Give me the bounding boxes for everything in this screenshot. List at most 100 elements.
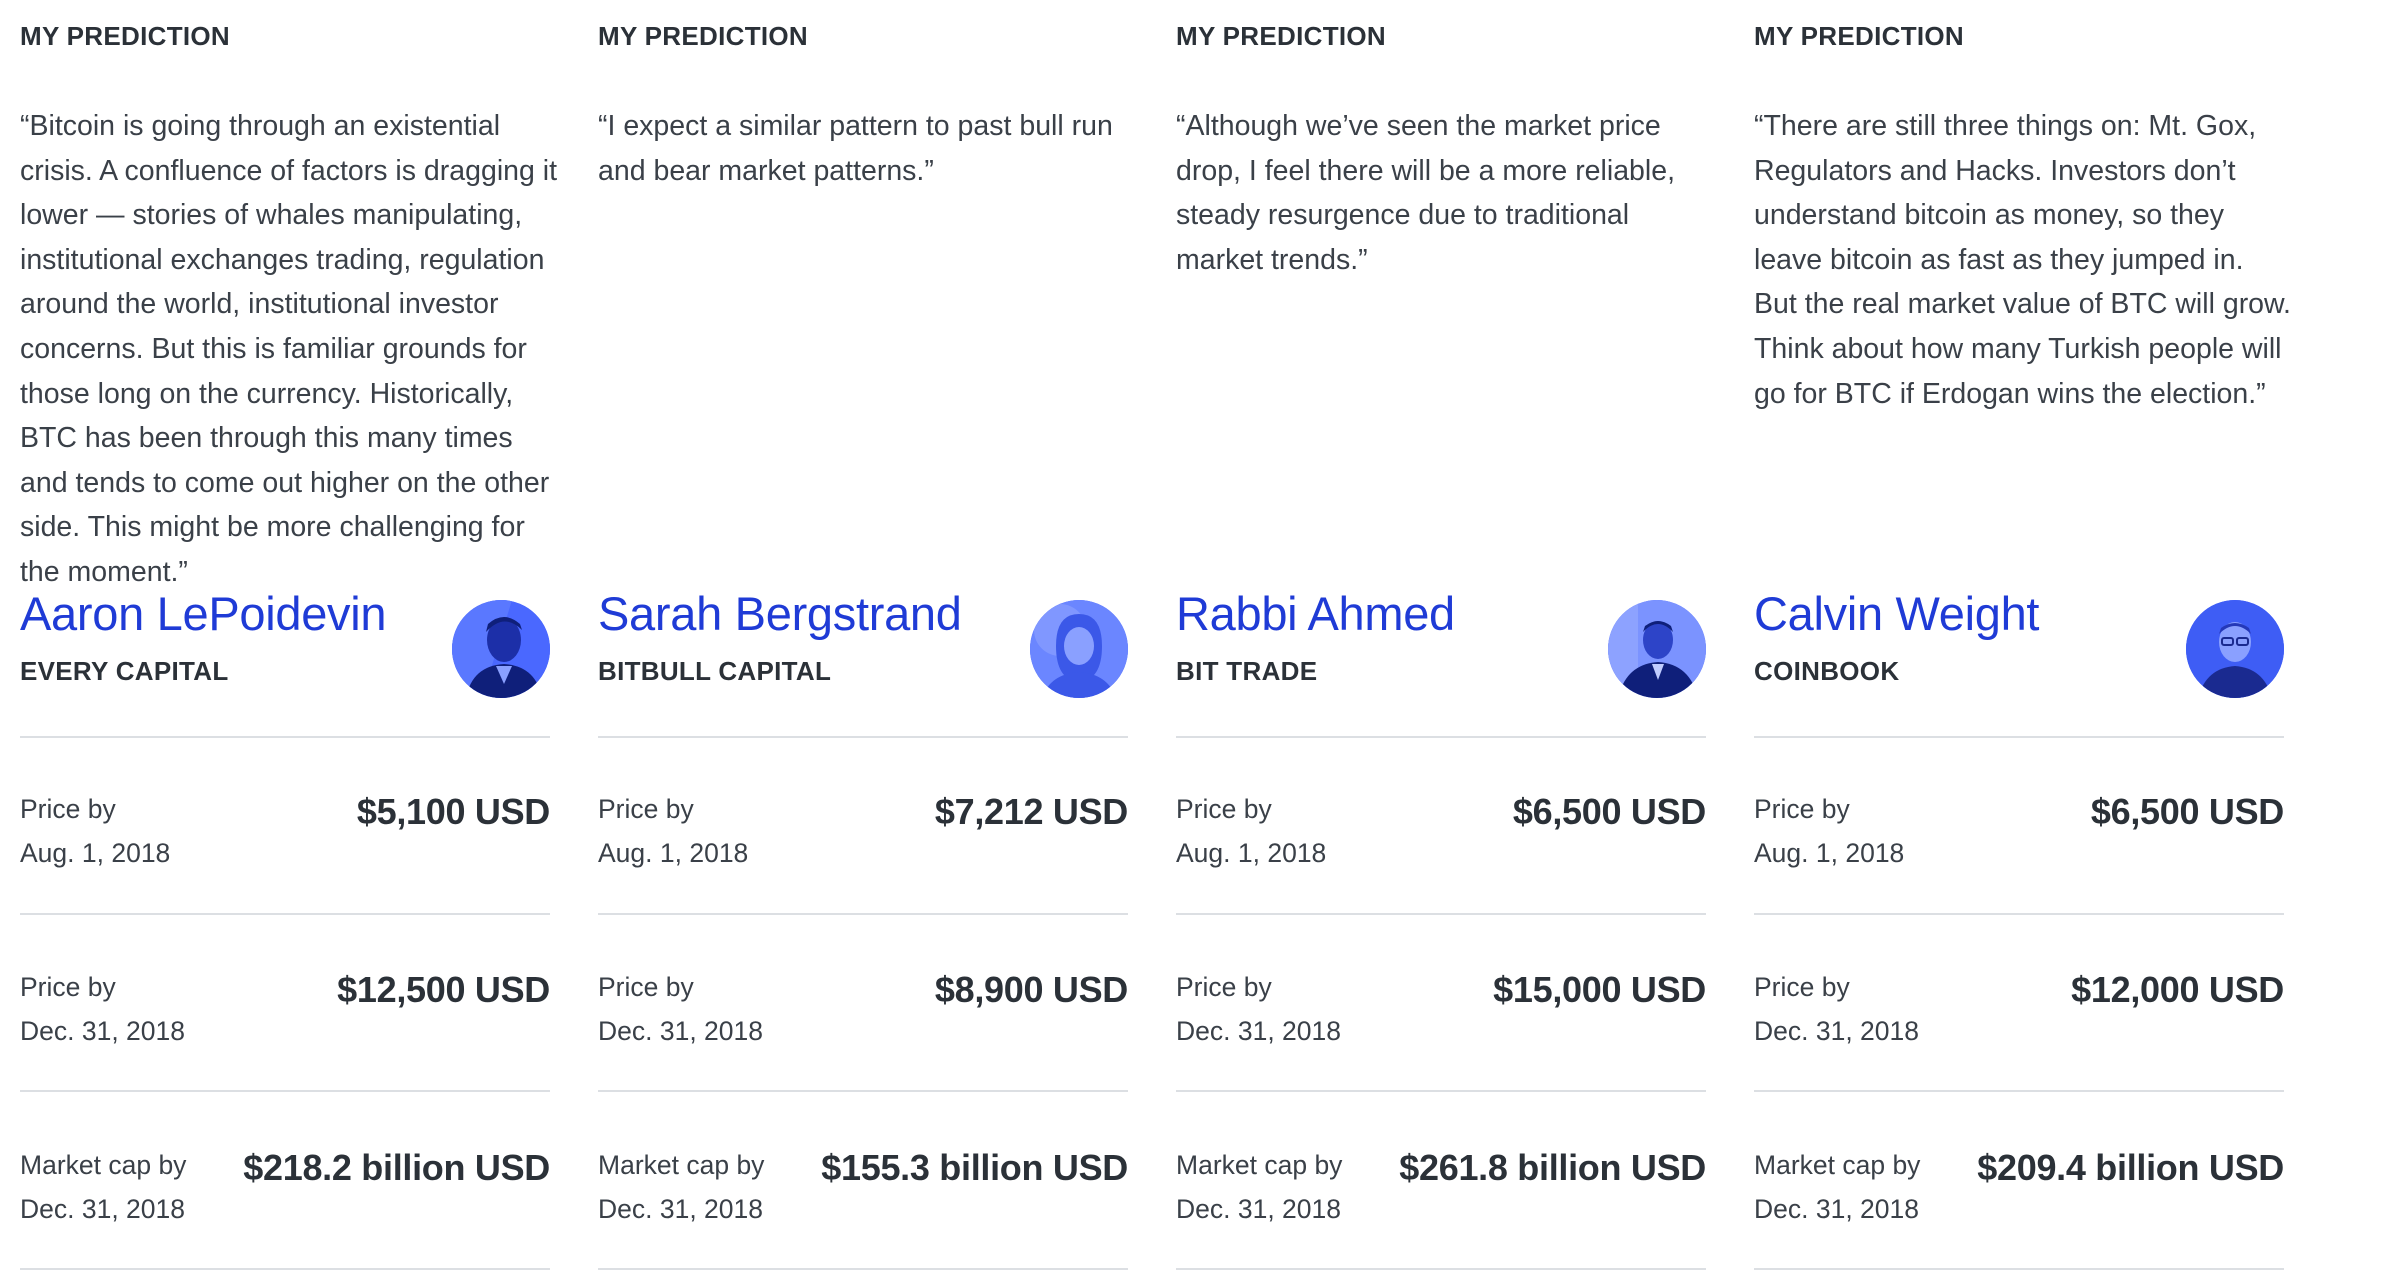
stat-value: $218.2 billion USD: [243, 1147, 550, 1188]
divider: [1176, 1268, 1706, 1270]
analyst-name: Sarah Bergstrand: [598, 587, 962, 640]
stat-label-line2: Dec. 31, 2018: [20, 1016, 186, 1046]
divider: [1754, 1090, 2284, 1092]
stat-label: Market cap by Dec. 31, 2018: [598, 1143, 764, 1231]
stat-value: $12,500 USD: [337, 969, 550, 1010]
stat-label-line1: Price by: [598, 972, 694, 1002]
stat-label: Market cap by Dec. 31, 2018: [1754, 1143, 1920, 1231]
person-photo-icon: [2186, 600, 2284, 698]
avatar: [452, 600, 550, 698]
section-eyebrow: MY PREDICTION: [1754, 21, 1964, 51]
stat-price-aug: Price by Aug. 1, 2018 $6,500 USD: [1176, 787, 1706, 883]
stat-label-line2: Dec. 31, 2018: [1754, 1194, 1920, 1224]
stat-value: $15,000 USD: [1493, 969, 1706, 1010]
divider: [20, 1090, 550, 1092]
stat-label-line2: Aug. 1, 2018: [1176, 838, 1327, 868]
prediction-card: MY PREDICTION “Although we’ve seen the m…: [1176, 0, 1706, 1274]
stat-value: $261.8 billion USD: [1399, 1147, 1706, 1188]
stat-label-line1: Market cap by: [1176, 1150, 1343, 1180]
analyst-company: BIT TRADE: [1176, 656, 1318, 686]
prediction-quote: “I expect a similar pattern to past bull…: [598, 110, 1113, 187]
stat-label-line1: Price by: [20, 972, 116, 1002]
person-photo-icon: [452, 600, 550, 698]
stat-price-aug: Price by Aug. 1, 2018 $5,100 USD: [20, 787, 550, 883]
stat-label-line1: Price by: [598, 794, 694, 824]
stat-label-line2: Dec. 31, 2018: [598, 1016, 764, 1046]
stat-label-line1: Market cap by: [20, 1150, 187, 1180]
stat-label-line2: Aug. 1, 2018: [20, 838, 171, 868]
section-eyebrow: MY PREDICTION: [20, 21, 230, 51]
stat-label-line2: Aug. 1, 2018: [1754, 838, 1905, 868]
stat-value: $6,500 USD: [2090, 791, 2284, 832]
analyst-company: BITBULL CAPITAL: [598, 656, 832, 686]
stat-label: Market cap by Dec. 31, 2018: [20, 1143, 186, 1231]
avatar: [2186, 600, 2284, 698]
divider: [1754, 736, 2284, 738]
analyst-company: EVERY CAPITAL: [20, 656, 229, 686]
stat-label: Price by Aug. 1, 2018: [598, 787, 748, 875]
stat-label-line1: Price by: [1176, 794, 1272, 824]
stat-label-line1: Price by: [1754, 794, 1850, 824]
stat-label: Market cap by Dec. 31, 2018: [1176, 1143, 1342, 1231]
stat-label-line1: Market cap by: [1754, 1150, 1921, 1180]
stat-label-line2: Dec. 31, 2018: [1176, 1016, 1342, 1046]
analyst-name: Aaron LePoidevin: [20, 587, 387, 640]
stat-value: $8,900 USD: [934, 969, 1128, 1010]
stat-label: Price by Aug. 1, 2018: [1754, 787, 1904, 875]
prediction-card: MY PREDICTION “I expect a similar patter…: [598, 0, 1128, 1274]
stat-value: $209.4 billion USD: [1977, 1147, 2284, 1188]
person-photo-icon: [1030, 600, 1128, 698]
divider: [598, 736, 1128, 738]
avatar: [1608, 600, 1706, 698]
stat-label: Price by Dec. 31, 2018: [1754, 965, 1919, 1053]
prediction-quote: “Although we’ve seen the market price dr…: [1176, 110, 1676, 276]
stat-market-cap: Market cap by Dec. 31, 2018 $261.8 billi…: [1176, 1143, 1706, 1239]
stat-price-dec: Price by Dec. 31, 2018 $8,900 USD: [598, 965, 1128, 1061]
section-eyebrow: MY PREDICTION: [1176, 21, 1386, 51]
stat-price-dec: Price by Dec. 31, 2018 $15,000 USD: [1176, 965, 1706, 1061]
prediction-quote: “There are still three things on: Mt. Go…: [1754, 110, 2291, 410]
stat-label-line2: Dec. 31, 2018: [1754, 1016, 1920, 1046]
stat-value: $7,212 USD: [934, 791, 1128, 832]
person-photo-icon: [1608, 600, 1706, 698]
divider: [1754, 1268, 2284, 1270]
stat-label-line1: Market cap by: [598, 1150, 765, 1180]
stat-value: $155.3 billion USD: [821, 1147, 1128, 1188]
stat-label-line2: Aug. 1, 2018: [598, 838, 749, 868]
divider: [1176, 736, 1706, 738]
stat-label: Price by Aug. 1, 2018: [1176, 787, 1326, 875]
stat-price-aug: Price by Aug. 1, 2018 $7,212 USD: [598, 787, 1128, 883]
divider: [20, 913, 550, 915]
stat-label: Price by Dec. 31, 2018: [20, 965, 185, 1053]
stat-label-line2: Dec. 31, 2018: [1176, 1194, 1342, 1224]
stat-value: $5,100 USD: [356, 791, 550, 832]
divider: [20, 1268, 550, 1270]
stat-market-cap: Market cap by Dec. 31, 2018 $209.4 billi…: [1754, 1143, 2284, 1239]
stat-market-cap: Market cap by Dec. 31, 2018 $155.3 billi…: [598, 1143, 1128, 1239]
analyst-name: Calvin Weight: [1754, 587, 2040, 640]
divider: [598, 913, 1128, 915]
divider: [1754, 913, 2284, 915]
stat-label-line1: Price by: [1176, 972, 1272, 1002]
stat-label: Price by Dec. 31, 2018: [598, 965, 763, 1053]
stat-label-line2: Dec. 31, 2018: [598, 1194, 764, 1224]
stat-price-dec: Price by Dec. 31, 2018 $12,000 USD: [1754, 965, 2284, 1061]
stat-price-aug: Price by Aug. 1, 2018 $6,500 USD: [1754, 787, 2284, 883]
divider: [20, 736, 550, 738]
stat-label-line1: Price by: [20, 794, 116, 824]
stat-market-cap: Market cap by Dec. 31, 2018 $218.2 billi…: [20, 1143, 550, 1239]
stat-price-dec: Price by Dec. 31, 2018 $12,500 USD: [20, 965, 550, 1061]
prediction-quote: “Bitcoin is going through an existential…: [20, 110, 558, 588]
analyst-company: COINBOOK: [1754, 656, 1900, 686]
prediction-card: MY PREDICTION “There are still three thi…: [1754, 0, 2291, 1274]
stat-label: Price by Aug. 1, 2018: [20, 787, 170, 875]
stat-label-line2: Dec. 31, 2018: [20, 1194, 186, 1224]
section-eyebrow: MY PREDICTION: [598, 21, 808, 51]
divider: [598, 1090, 1128, 1092]
stat-label: Price by Dec. 31, 2018: [1176, 965, 1341, 1053]
prediction-card: MY PREDICTION “Bitcoin is going through …: [20, 0, 557, 1274]
stat-value: $6,500 USD: [1512, 791, 1706, 832]
analyst-name: Rabbi Ahmed: [1176, 587, 1455, 640]
predictions-grid: MY PREDICTION “Bitcoin is going through …: [20, 0, 2400, 1274]
divider: [1176, 913, 1706, 915]
